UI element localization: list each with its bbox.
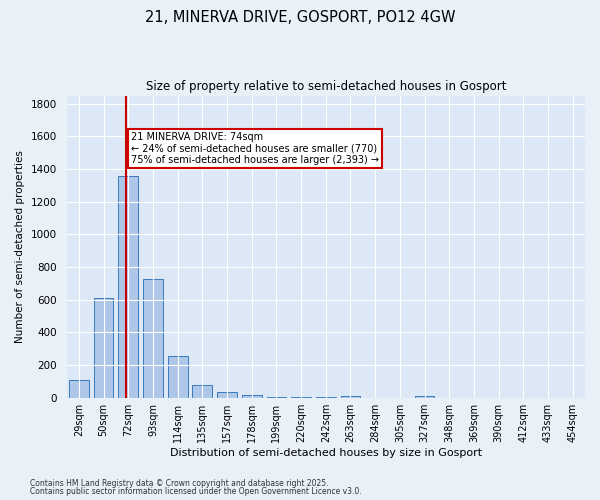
Bar (341, 396, 361, 398)
Title: Size of property relative to semi-detached houses in Gosport: Size of property relative to semi-detach… (146, 80, 506, 93)
Bar (94, 298, 113, 398)
Bar (168, 356, 188, 398)
Bar (415, 396, 434, 398)
Text: Contains public sector information licensed under the Open Government Licence v3: Contains public sector information licen… (30, 487, 362, 496)
Text: 21 MINERVA DRIVE: 74sqm
← 24% of semi-detached houses are smaller (770)
75% of s: 21 MINERVA DRIVE: 74sqm ← 24% of semi-de… (131, 132, 379, 165)
Text: 21, MINERVA DRIVE, GOSPORT, PO12 4GW: 21, MINERVA DRIVE, GOSPORT, PO12 4GW (145, 10, 455, 25)
Bar (291, 397, 311, 398)
Bar (193, 384, 212, 398)
Bar (69, 380, 89, 398)
Bar (242, 396, 262, 398)
Bar (266, 397, 286, 398)
Y-axis label: Number of semi-detached properties: Number of semi-detached properties (15, 150, 25, 343)
Bar (143, 280, 163, 398)
Text: Contains HM Land Registry data © Crown copyright and database right 2025.: Contains HM Land Registry data © Crown c… (30, 478, 329, 488)
Bar (217, 392, 237, 398)
Bar (316, 397, 335, 398)
X-axis label: Distribution of semi-detached houses by size in Gosport: Distribution of semi-detached houses by … (170, 448, 482, 458)
Bar (118, 176, 138, 398)
